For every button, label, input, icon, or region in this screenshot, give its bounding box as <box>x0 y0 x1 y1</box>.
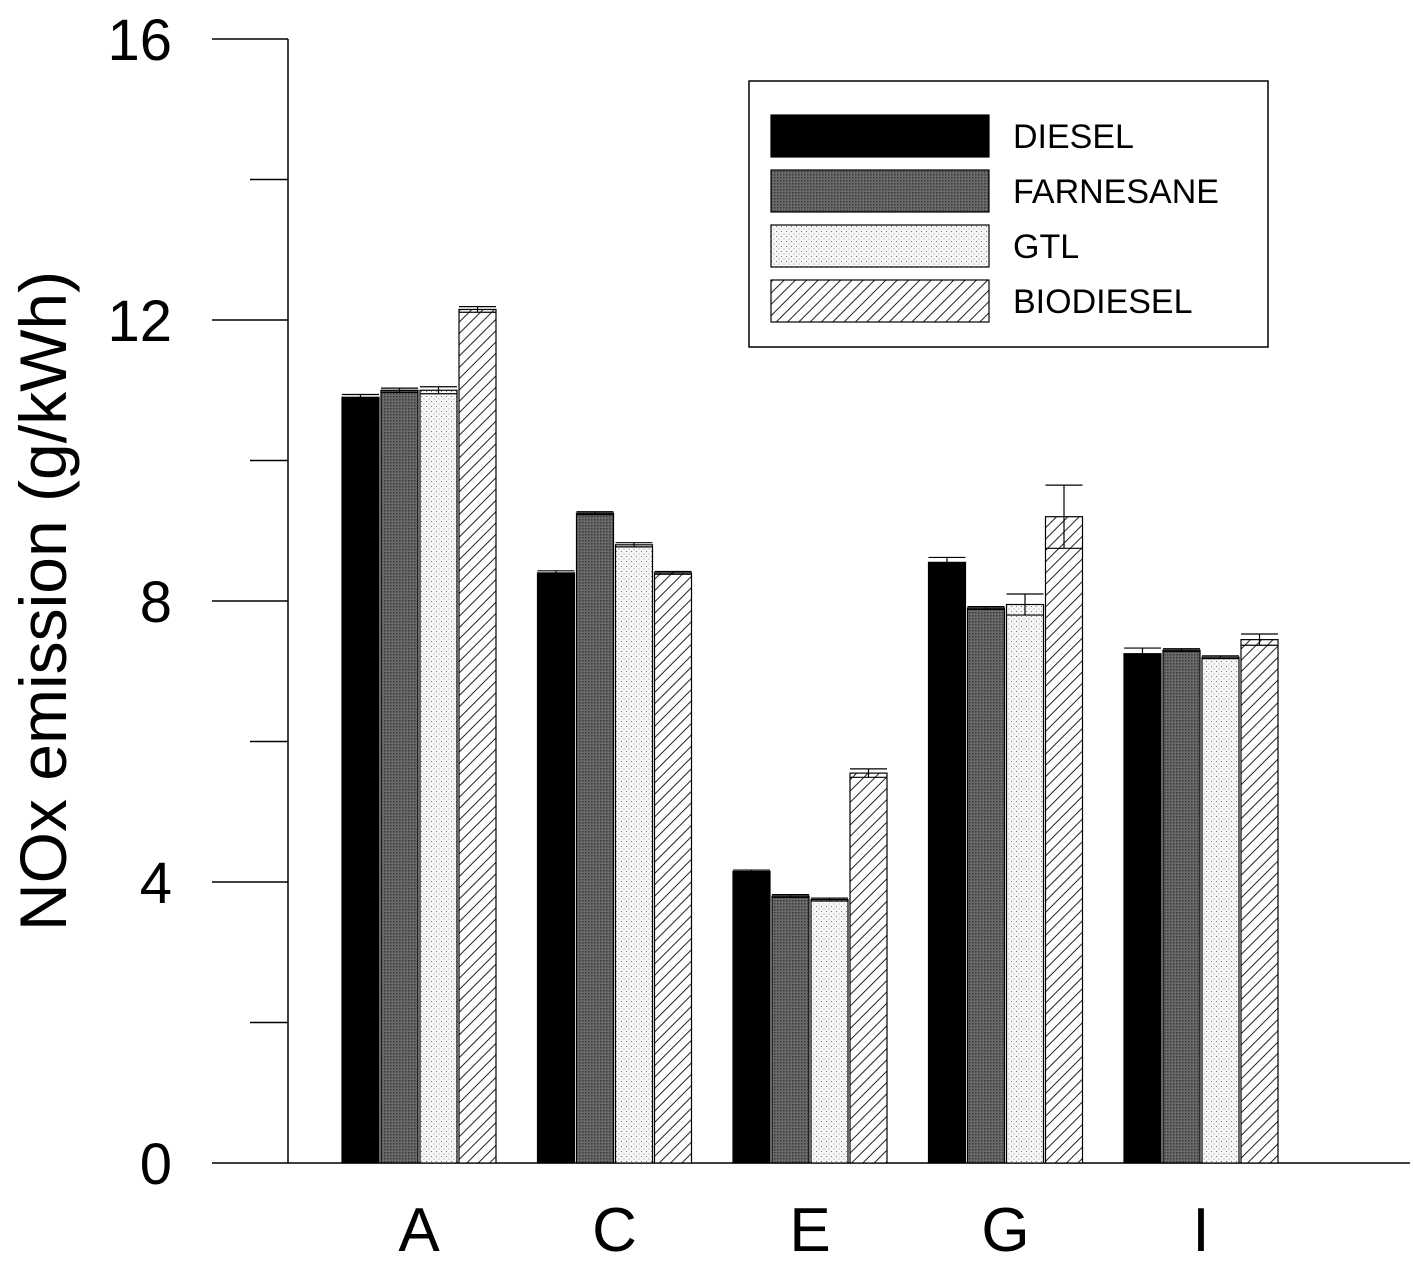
bar-diesel-i <box>1123 653 1162 1164</box>
legend: DIESEL FARNESANE GTL BIODIESEL <box>748 80 1269 348</box>
y-tick-label: 4 <box>140 851 172 916</box>
bar-farnesane-a <box>380 389 419 1164</box>
y-ticks: 0 4 8 12 16 <box>107 8 288 1197</box>
legend-swatch-gtl <box>770 224 990 268</box>
x-tick-label-c: C <box>592 1196 637 1265</box>
bar-biodiesel-g <box>1044 516 1084 1164</box>
bar-diesel-g <box>927 561 967 1164</box>
x-tick-label-a: A <box>398 1196 440 1265</box>
bar-gtl-a <box>419 389 458 1164</box>
bar-gtl-e <box>810 898 849 1164</box>
bar-gtl-g <box>1005 603 1045 1164</box>
bars <box>341 306 1279 1164</box>
bar-biodiesel-c <box>653 572 693 1164</box>
legend-swatch-farnesane <box>770 169 990 213</box>
bar-biodiesel-a <box>458 308 497 1164</box>
y-tick-label: 16 <box>107 8 172 73</box>
bar-farnesane-e <box>771 895 810 1164</box>
x-tick-label-g: G <box>981 1196 1029 1265</box>
bar-farnesane-g <box>966 607 1006 1164</box>
bar-gtl-i <box>1201 656 1240 1164</box>
y-axis-label: NOx emission (g/kWh) <box>6 271 80 931</box>
y-tick-label: 8 <box>140 570 172 635</box>
x-tick-label-e: E <box>789 1196 830 1265</box>
bar-diesel-a <box>341 396 380 1164</box>
y-tick-label: 0 <box>140 1132 172 1197</box>
legend-swatch-diesel <box>770 114 990 158</box>
bar-biodiesel-i <box>1240 639 1279 1164</box>
y-tick-label: 12 <box>107 289 172 354</box>
bar-biodiesel-e <box>849 772 888 1164</box>
bar-diesel-c <box>536 572 576 1164</box>
legend-label-diesel: DIESEL <box>1013 118 1134 156</box>
x-tick-label-i: I <box>1192 1196 1209 1265</box>
bar-gtl-c <box>614 544 654 1164</box>
legend-label-gtl: GTL <box>1013 228 1079 266</box>
legend-swatch-biodiesel <box>770 279 990 323</box>
legend-label-farnesane: FARNESANE <box>1013 173 1219 211</box>
legend-label-biodiesel: BIODIESEL <box>1013 283 1193 321</box>
bar-diesel-e <box>732 870 771 1164</box>
bar-farnesane-i <box>1162 649 1201 1164</box>
bar-farnesane-c <box>575 512 615 1164</box>
